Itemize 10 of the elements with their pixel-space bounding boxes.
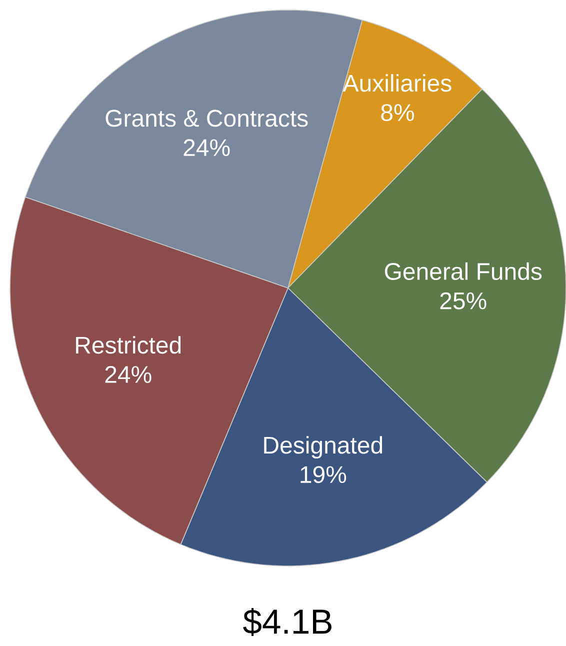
text: $4.1B <box>242 608 332 636</box>
data-label: 8% <box>380 104 414 122</box>
slice-label: Designated <box>264 436 382 459</box>
slice-label: General Funds <box>384 262 542 280</box>
data-label: 25% <box>440 292 486 310</box>
slice-label: Grants & Contracts <box>106 110 308 127</box>
data-label: 24% <box>184 139 230 156</box>
data-label: 24% <box>105 366 152 383</box>
slice-label: Restricted <box>76 336 180 354</box>
data-label: 19% <box>300 466 346 484</box>
